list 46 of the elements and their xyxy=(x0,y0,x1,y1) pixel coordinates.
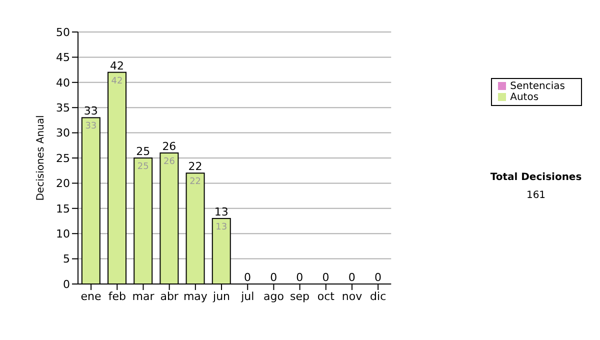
x-tick-label: jul xyxy=(240,290,254,303)
x-tick-label: mar xyxy=(132,290,155,303)
data-label: 33 xyxy=(85,122,97,132)
legend-label: Sentencias xyxy=(510,81,565,92)
total-label: 26 xyxy=(162,140,176,153)
data-label: 42 xyxy=(111,76,123,86)
y-tick-label: 10 xyxy=(56,228,70,241)
legend-label: Autos xyxy=(510,92,539,103)
x-tick-label: sep xyxy=(290,290,310,303)
y-tick-label: 45 xyxy=(56,51,70,64)
data-label: 22 xyxy=(190,177,202,188)
text: Total Decisiones xyxy=(489,172,583,183)
x-tick-label: abr xyxy=(160,290,179,303)
y-tick-label: 15 xyxy=(56,202,70,216)
y-tick-label: 20 xyxy=(56,177,70,190)
total-label: 0 xyxy=(348,271,356,284)
total-label: 0 xyxy=(374,271,382,284)
x-tick-label: oct xyxy=(317,290,336,303)
y-tick-label: 40 xyxy=(56,76,70,90)
total-label: 0 xyxy=(244,271,251,284)
total-label: 25 xyxy=(136,145,150,158)
x-tick-label: may xyxy=(183,290,208,303)
x-tick-label: jun xyxy=(212,290,230,303)
data-label: 25 xyxy=(137,162,149,172)
x-tick-label: nov xyxy=(342,290,363,303)
y-tick-label: 30 xyxy=(56,126,70,140)
total-label: 22 xyxy=(188,160,202,174)
y-axis-title: Decisiones Anual xyxy=(36,115,47,201)
y-tick-label: 5 xyxy=(63,252,70,266)
x-tick-label: feb xyxy=(108,290,126,303)
total-label: 33 xyxy=(84,104,98,118)
total-label: 0 xyxy=(270,271,278,284)
text: 161 xyxy=(525,190,547,201)
x-tick-label: dic xyxy=(370,290,386,303)
y-tick-label: 25 xyxy=(56,152,70,165)
x-tick-label: ago xyxy=(263,290,284,303)
total-label: 0 xyxy=(296,271,304,284)
total-label: 13 xyxy=(214,205,228,218)
total-label: 42 xyxy=(110,59,124,72)
data-label: 13 xyxy=(216,222,228,232)
y-tick-label: 50 xyxy=(56,26,70,39)
y-tick-label: 0 xyxy=(63,278,70,291)
x-tick-label: ene xyxy=(80,290,102,303)
data-label: 26 xyxy=(163,156,176,167)
total-label: 0 xyxy=(322,271,330,284)
y-tick-label: 35 xyxy=(56,102,70,115)
